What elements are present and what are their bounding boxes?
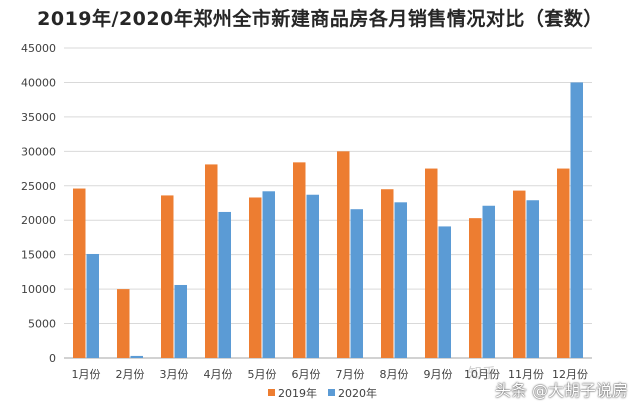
x-axis-labels: 1月份 2月份 3月份 4月份 5月份 6月份 7月份 8月份 9月份 10月份 11月份 12月份 <box>72 368 589 381</box>
bar-2020年-6月份 <box>306 194 319 358</box>
bar-2020年-9月份 <box>438 226 451 358</box>
legend-swatch <box>328 389 335 396</box>
x-tick-label: 12月份 <box>552 368 588 381</box>
bar-2019年-7月份 <box>337 151 350 358</box>
y-tick-label: 20000 <box>21 214 56 227</box>
y-tick-label: 25000 <box>21 180 56 193</box>
bar-2020年-1月份 <box>86 253 99 358</box>
bar-2020年-2月份 <box>130 355 143 358</box>
bar-2019年-3月份 <box>161 195 174 358</box>
bar-2020年-5月份 <box>262 191 275 358</box>
y-axis: 0 5000 10000 15000 20000 25000 30000 35000 40000… <box>21 42 56 365</box>
bar-2019年-4月份 <box>205 164 218 358</box>
bar-2019年-11月份 <box>513 190 526 358</box>
bar-2020年-12月份 <box>570 82 583 358</box>
chart-title: 2019年/2020年郑州全市新建商品房各月销售情况对比（套数） <box>37 8 603 30</box>
watermark: 头条 @大胡子说房 <box>494 381 628 400</box>
y-tick-label: 45000 <box>21 42 56 55</box>
y-tick-label: 0 <box>49 352 56 365</box>
bar-2019年-10月份 <box>469 218 482 358</box>
bar-2019年-1月份 <box>73 188 86 358</box>
bar-2020年-4月份 <box>218 211 231 358</box>
x-tick-label: 6月份 <box>292 368 321 381</box>
grid-lines <box>64 47 592 359</box>
y-tick-label: 30000 <box>21 145 56 158</box>
bar-2020年-11月份 <box>526 200 539 358</box>
bar-2019年-5月份 <box>249 197 262 358</box>
x-tick-label: 10月份 <box>464 368 500 381</box>
y-tick-label: 40000 <box>21 76 56 89</box>
bar-2020年-8月份 <box>394 202 407 358</box>
bar-2019年-8月份 <box>381 189 394 358</box>
bar-2020年-3月份 <box>174 284 187 358</box>
bars <box>73 82 583 358</box>
legend-swatch <box>268 389 275 396</box>
x-tick-label: 9月份 <box>424 368 453 381</box>
x-tick-label: 8月份 <box>380 368 409 381</box>
x-tick-label: 5月份 <box>248 368 277 381</box>
x-tick-label: 3月份 <box>160 368 189 381</box>
y-tick-label: 15000 <box>21 249 56 262</box>
legend: 2019年 2020年 <box>268 386 377 400</box>
x-tick-label: 7月份 <box>336 368 365 381</box>
bar-2019年-6月份 <box>293 162 306 358</box>
bar-2020年-7月份 <box>350 209 363 358</box>
bar-2019年-9月份 <box>425 168 438 358</box>
legend-label: 2020年 <box>338 386 377 400</box>
y-tick-label: 35000 <box>21 111 56 124</box>
legend-label: 2019年 <box>278 386 317 400</box>
x-tick-label: 1月份 <box>72 368 101 381</box>
bar-2020年-10月份 <box>482 205 495 358</box>
y-tick-label: 5000 <box>28 318 56 331</box>
x-tick-label: 11月份 <box>508 368 544 381</box>
x-tick-label: 4月份 <box>204 368 233 381</box>
y-tick-label: 10000 <box>21 283 56 296</box>
x-tick-label: 2月份 <box>116 368 145 381</box>
bar-2019年-2月份 <box>117 289 130 358</box>
faded-watermark: 知乎 <box>468 366 496 382</box>
bar-2019年-12月份 <box>557 168 570 358</box>
